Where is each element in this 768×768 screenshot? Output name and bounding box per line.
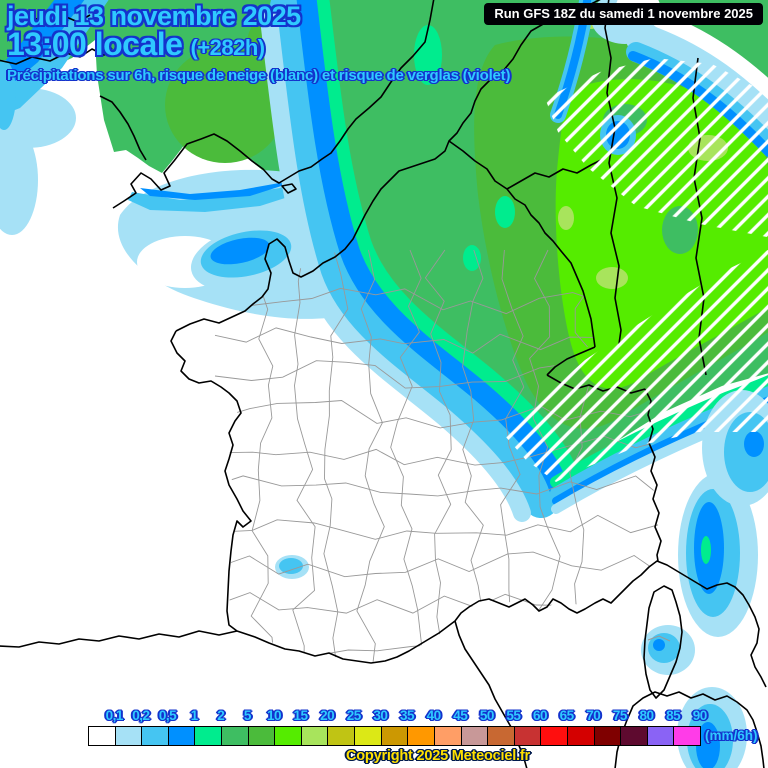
legend-value-label: 45 — [453, 708, 468, 723]
legend-color-cell — [540, 727, 567, 745]
legend-value-label: 20 — [320, 708, 335, 723]
legend-color-cell — [460, 727, 488, 745]
legend-color-cell — [620, 727, 647, 745]
snow-hatch-layer — [505, 58, 768, 482]
model-run-badge: Run GFS 18Z du samedi 1 novembre 2025 — [484, 3, 763, 25]
legend-value-label: 0,2 — [132, 708, 150, 723]
legend-color-cell — [354, 727, 381, 745]
legend-color-cell — [593, 727, 621, 745]
legend-value-label: 75 — [612, 708, 628, 723]
legend-value-label: 0,5 — [158, 708, 177, 723]
legend-color-cell — [487, 727, 514, 745]
legend-value-label: 0,1 — [105, 708, 124, 723]
map-subtitle: Précipitations sur 6h, risque de neige (… — [7, 67, 511, 84]
legend-color-cell — [141, 727, 168, 745]
legend-value-label: 70 — [586, 708, 601, 723]
legend-color-cell — [89, 727, 115, 745]
legend-value-label: 2 — [217, 708, 225, 723]
legend-color-cell — [407, 727, 434, 745]
legend-value-label: 65 — [559, 708, 575, 723]
legend-value-label: 90 — [692, 708, 708, 723]
legend-value-label: 40 — [426, 708, 442, 723]
legend-color-bar — [88, 726, 701, 746]
legend-value-label: 80 — [639, 708, 654, 723]
legend-color-cell — [167, 727, 195, 745]
forecast-time-text: 13:00 locale — [7, 26, 183, 62]
legend-value-label: 1 — [190, 708, 199, 723]
legend-color-cell — [433, 727, 461, 745]
corsica-department-border — [647, 635, 671, 642]
legend-color-cell — [221, 727, 248, 745]
legend-color-cell — [380, 727, 408, 745]
copyright-text: Copyright 2025 Meteociel.fr — [346, 748, 530, 764]
legend-color-cell — [566, 727, 594, 745]
legend-value-label: 60 — [533, 708, 548, 723]
legend-color-cell — [300, 727, 328, 745]
forecast-date: jeudi 13 novembre 2025 — [7, 1, 301, 31]
legend-value-label: 55 — [506, 708, 521, 723]
legend-value-label: 15 — [293, 708, 309, 723]
legend-unit-label: (mm/6h) — [705, 728, 758, 743]
legend-color-cell — [673, 727, 701, 745]
legend-value-label: 85 — [666, 708, 681, 723]
legend-value-label: 25 — [346, 708, 362, 723]
legend-color-cell — [327, 727, 355, 745]
legend-value-label: 50 — [479, 708, 495, 723]
legend-value-label: 10 — [266, 708, 282, 723]
legend-color-cell — [513, 727, 541, 745]
legend-color-cell — [646, 727, 674, 745]
legend-labels-row: 0,1 0,2 0,5 1 2 5 10 15 20 25 30 35 40 45 50 55 60 65 70 75… — [101, 708, 713, 723]
legend-color-cell — [194, 727, 222, 745]
legend-value-label: 30 — [373, 708, 388, 723]
forecast-offset: (+282h) — [190, 35, 265, 60]
legend-value-label: 5 — [243, 708, 252, 723]
legend-value-label: 35 — [399, 708, 415, 723]
legend-color-cell — [247, 727, 275, 745]
forecast-time: 13:00 locale (+282h) — [7, 26, 265, 63]
legend-color-cell — [114, 727, 142, 745]
legend-color-cell — [274, 727, 301, 745]
